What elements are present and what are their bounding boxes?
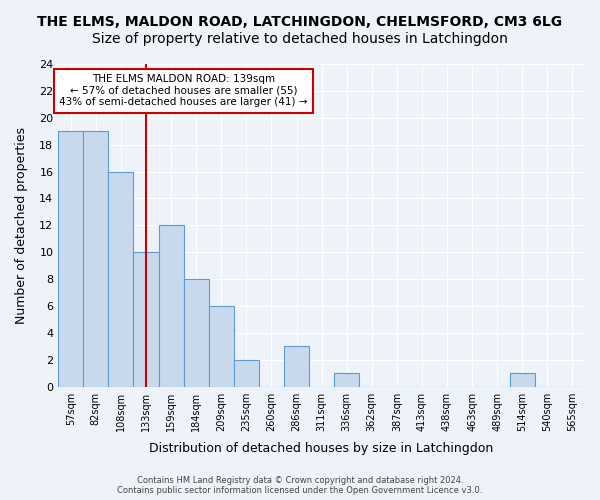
Bar [109, 172, 133, 386]
Bar [284, 346, 309, 387]
Bar [334, 373, 359, 386]
Bar [184, 279, 209, 386]
Bar [234, 360, 259, 386]
Text: Size of property relative to detached houses in Latchingdon: Size of property relative to detached ho… [92, 32, 508, 46]
Y-axis label: Number of detached properties: Number of detached properties [15, 127, 28, 324]
Text: THE ELMS, MALDON ROAD, LATCHINGDON, CHELMSFORD, CM3 6LG: THE ELMS, MALDON ROAD, LATCHINGDON, CHEL… [37, 15, 563, 29]
Bar [83, 131, 109, 386]
Text: THE ELMS MALDON ROAD: 139sqm
← 57% of detached houses are smaller (55)
43% of se: THE ELMS MALDON ROAD: 139sqm ← 57% of de… [59, 74, 308, 108]
Bar [209, 306, 234, 386]
Bar [58, 131, 83, 386]
Text: Contains HM Land Registry data © Crown copyright and database right 2024.
Contai: Contains HM Land Registry data © Crown c… [118, 476, 482, 495]
Bar [158, 226, 184, 386]
Bar [510, 373, 535, 386]
Bar [133, 252, 158, 386]
X-axis label: Distribution of detached houses by size in Latchingdon: Distribution of detached houses by size … [149, 442, 494, 455]
